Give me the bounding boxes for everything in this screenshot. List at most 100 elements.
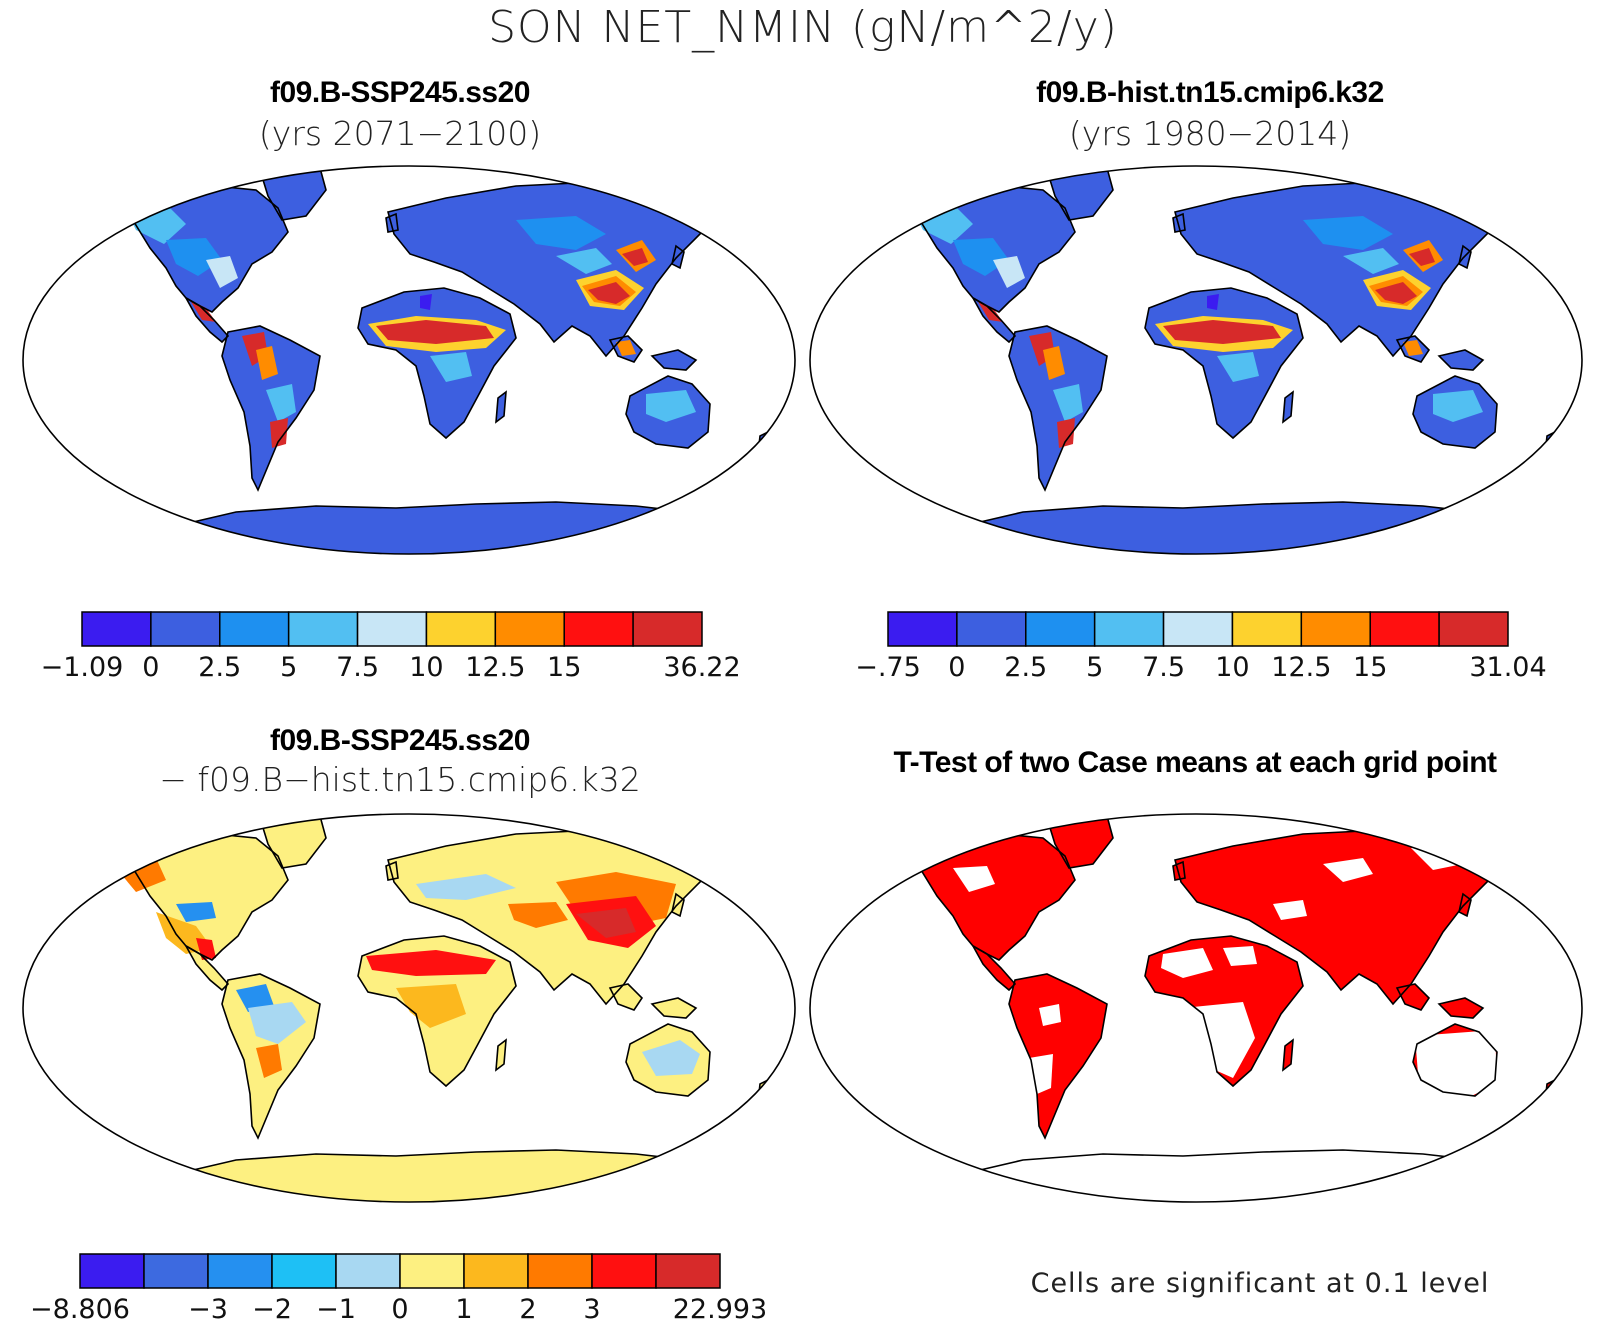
- field-patch-20: [420, 294, 432, 310]
- land-indonesia: [610, 984, 696, 1018]
- colorbar-swatch: [1162, 611, 1234, 647]
- panel-3-subtitle: − f09.B−hist.tn15.cmip6.k32: [159, 760, 641, 799]
- colorbar-swatch: [463, 1253, 529, 1289]
- coastline-australia: [1412, 375, 1498, 449]
- field-patch-19: [646, 390, 696, 422]
- land-eurasia: [1175, 830, 1505, 1004]
- field-patch-2: [993, 256, 1025, 288]
- colorbar-panel-1: −1.09 0 2.5 5 7.5 10 12.5 15 36.22: [41, 611, 741, 683]
- colorbar-swatch: [399, 1253, 465, 1289]
- colorbar-tick-label: −2: [252, 1294, 292, 1323]
- field-patch-15: [1053, 384, 1083, 422]
- map-border: [22, 813, 796, 1203]
- coastline-central-america: [183, 943, 230, 992]
- figure-title: SON NET_NMIN (gN/m^2/y): [488, 2, 1118, 53]
- coastline-uk: [1172, 860, 1186, 881]
- field-patch-3: [1303, 216, 1393, 250]
- colorbar-tick-label: 2.5: [198, 652, 241, 683]
- colorbar-swatch: [1300, 611, 1371, 647]
- field-patch-19: [1433, 390, 1483, 422]
- field-patch-14: [256, 346, 278, 380]
- insignificant-area-9: [1039, 1004, 1061, 1026]
- coastline-south-america: [221, 325, 321, 492]
- coastline-indonesia: [1395, 983, 1485, 1019]
- field-patch-4: [416, 874, 516, 900]
- colorbar-tick-label: −1.09: [41, 652, 124, 683]
- field-patch-9: [622, 248, 648, 266]
- field-patch-9: [396, 984, 466, 1028]
- insignificant-area-6: [1323, 858, 1373, 882]
- colorbar-tick-label: 15: [547, 652, 581, 683]
- colorbar-swatch: [1093, 611, 1165, 647]
- colorbar-tick-label: 0: [948, 652, 965, 683]
- coastline-uk: [385, 860, 399, 881]
- map-border: [22, 165, 796, 555]
- coastline-japan: [1458, 892, 1472, 918]
- field-patch-7: [588, 282, 630, 304]
- field-patch-4: [556, 248, 612, 274]
- field-patch-1: [953, 238, 1009, 276]
- field-patch-7: [1375, 282, 1417, 304]
- map-border: [809, 165, 1583, 555]
- field-patch-9: [1409, 248, 1435, 266]
- field-patch-18: [1403, 340, 1423, 356]
- field-patch-11: [248, 1002, 306, 1044]
- coastline-antarctica: [961, 1149, 1544, 1202]
- colorbar-swatch: [287, 611, 359, 647]
- map-panel-4: [809, 813, 1583, 1203]
- colorbar-swatch: [1369, 611, 1440, 647]
- field-patch-12: [430, 352, 472, 382]
- coastline-japan: [671, 892, 685, 918]
- land-central-america: [186, 946, 228, 990]
- colorbar-swatch: [1025, 611, 1096, 647]
- insignificant-area-1: [1161, 948, 1213, 978]
- coastline-madagascar: [495, 1038, 507, 1072]
- coastline-south-america: [1008, 973, 1108, 1140]
- colorbar-tick-label: 10: [1215, 652, 1249, 683]
- colorbar-tick-label: 10: [409, 652, 443, 683]
- colorbar-swatch: [143, 1253, 209, 1289]
- field-patch-2: [206, 256, 238, 288]
- colorbar-tick-label: 12.5: [1271, 652, 1331, 683]
- colorbar-swatch: [527, 1253, 593, 1289]
- colorbar-tick-label: 31.04: [1469, 652, 1546, 683]
- coastline-central-america: [183, 295, 230, 344]
- field-patch-15: [266, 384, 296, 422]
- insignificant-area-4: [1415, 1030, 1497, 1098]
- panel-2-subtitle: (yrs 1980−2014): [1068, 114, 1352, 153]
- colorbar-swatch: [425, 611, 497, 647]
- map-border: [809, 813, 1583, 1203]
- colorbar-tick-label: 2: [519, 1294, 536, 1323]
- coastline-central-america: [970, 943, 1017, 992]
- field-patch-14: [1043, 346, 1065, 380]
- field-patch-10: [236, 984, 274, 1012]
- coastline-antarctica: [961, 501, 1544, 554]
- land-south-america: [1009, 974, 1107, 1138]
- field-patch-4: [1343, 248, 1399, 274]
- coastline-africa: [357, 287, 517, 440]
- colorbar-swatch: [563, 611, 634, 647]
- coastline-africa: [357, 935, 517, 1088]
- coastline-north-america: [891, 829, 1076, 961]
- coastline-north-america: [891, 181, 1076, 313]
- panel-3-title: f09.B-SSP245.ss20: [269, 724, 531, 757]
- field-patch-20: [1207, 294, 1219, 310]
- colorbar-swatch: [655, 1253, 721, 1289]
- colorbar-tick-label: −.75: [855, 652, 921, 683]
- coastline-uk: [385, 212, 399, 233]
- colorbar-tick-label: −1: [316, 1294, 356, 1323]
- panel-1-title: f09.B-SSP245.ss20: [269, 76, 531, 109]
- coastline-indonesia: [608, 983, 698, 1019]
- coastline-africa: [1144, 287, 1304, 440]
- field-patch-16: [270, 418, 288, 448]
- coastline-japan: [671, 244, 685, 270]
- coastline-africa: [1144, 935, 1304, 1088]
- significance-note: Cells are significant at 0.1 level: [1030, 1268, 1490, 1299]
- coastline-north-america: [104, 181, 289, 313]
- colorbar-swatch: [494, 611, 565, 647]
- colorbar-swatch: [591, 1253, 657, 1289]
- land-south-america: [222, 326, 320, 490]
- colorbar-panel-3: −8.806 −3 −2 −1 0 1 2 3 22.993: [30, 1253, 767, 1323]
- field-patch-14: [508, 902, 568, 928]
- map-panel-2: [809, 165, 1583, 555]
